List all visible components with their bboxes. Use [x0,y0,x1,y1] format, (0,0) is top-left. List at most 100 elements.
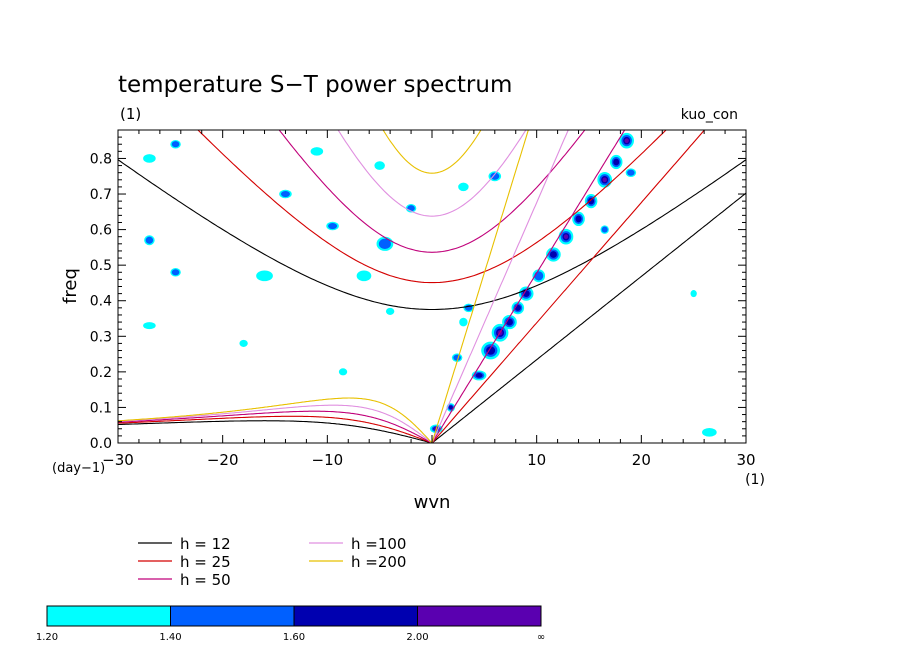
curve-12-branch-1 [431,192,746,443]
curve-50-branch-1 [431,130,626,443]
contour-level-3 [486,346,496,355]
curve-12-branch-2 [118,420,433,443]
colorbar-label: ∞ [537,632,545,643]
x-tick-label: 20 [632,451,651,469]
contour-level-1 [458,182,469,192]
contour-level-2 [145,236,154,244]
contour-level-3 [475,373,483,378]
curve-12 [118,159,746,443]
contour-blob [690,290,697,298]
colorbar-label: 1.20 [36,632,58,643]
contour-blob [625,168,637,177]
contour-blob [600,225,609,234]
colorbar-label: 1.40 [159,632,181,643]
contour-level-3 [588,197,595,205]
legend-label: h =100 [351,535,406,553]
curve-25-branch-0 [197,130,667,284]
contour-blob [597,171,613,188]
y-tick-label: 0.8 [90,151,112,167]
dispersion-curves [118,130,746,443]
y-tick-label: 0.0 [90,436,112,452]
contour-blob [572,211,585,227]
contour-blob [459,317,468,327]
curve-50-branch-0 [278,130,586,253]
y-tick-label: 0.2 [90,365,112,381]
contour-blob [374,161,385,170]
x-unit-label: (1) [745,472,765,488]
x-tick-label: 0 [427,451,437,469]
chart-subtitle-left: (1) [120,105,141,123]
contour-blob [558,228,574,245]
curve-100-branch-0 [337,130,527,217]
contour-level-1 [459,317,468,327]
x-tick-label: 10 [527,451,546,469]
contour-level-2 [627,169,635,176]
contour-blob [502,314,517,330]
curve-25 [118,130,706,443]
contour-blob [170,268,181,277]
contour-blob [256,270,273,282]
plot-frame [117,129,747,444]
y-tick-label: 0.6 [90,223,112,239]
x-tick-label: −20 [207,451,239,469]
x-axis-label: wvn [414,492,451,513]
contour-blob [143,154,156,163]
legend-label: h = 12 [180,535,231,553]
contour-level-1 [356,270,372,282]
y-tick-label: 0.7 [90,187,112,203]
chart-subtitle-right: kuo_con [681,107,738,123]
contour-level-1 [374,161,385,170]
contour-blob [310,147,324,156]
contour-blob [326,221,339,231]
curve-50-branch-2 [118,410,433,443]
curve-50 [118,130,626,443]
contour-blob [385,307,395,315]
contour-blob [532,269,546,283]
y-tick-label: 0.5 [90,258,112,274]
colorbar-swatch [46,605,171,627]
contour-level-4 [602,177,607,183]
curve-200-branch-1 [431,130,529,443]
contour-level-2 [534,271,544,281]
colorbar-swatch [293,605,418,627]
curve-25-branch-1 [431,130,706,443]
curve-100-branch-1 [431,130,569,443]
contour-level-1 [143,322,156,330]
colorbar-label: 1.60 [283,632,305,643]
y-tick-label: 0.3 [90,329,112,345]
contour-level-3 [613,158,620,166]
contour-level-2 [601,226,608,233]
x-tick-label: −30 [102,451,134,469]
contour-blob [143,322,156,330]
contour-blob [376,236,394,251]
contour-blob [338,368,348,376]
x-tick-label: −10 [312,451,344,469]
curve-100-branch-2 [118,404,433,443]
contour-level-1 [385,307,395,315]
legend-label: h = 50 [180,571,231,589]
contour-level-2 [171,269,180,276]
contour-blob [609,154,623,170]
colorbar: 1.20 1.40 1.60 2.00 ∞ [36,605,545,643]
contour-blob [619,132,635,149]
contour-level-2 [280,190,290,198]
contour-level-1 [310,147,324,156]
colorbar-swatch [170,605,295,627]
curve-200-branch-0 [382,130,482,174]
curve-200-branch-2 [118,397,433,443]
contour-level-3 [575,215,582,223]
chart-title: temperature S−T power spectrum [118,72,512,98]
contour-blob [279,189,292,199]
y-tick-label: 0.1 [90,400,112,416]
contour-blob [481,341,501,360]
y-axis-label: freq [60,268,81,304]
contour-level-1 [702,428,717,437]
contour-level-1 [338,368,348,376]
contour-level-2 [328,222,338,230]
contour-level-1 [143,154,156,163]
x-tick-label: 30 [736,451,755,469]
contour-level-3 [549,251,557,258]
curve-12-branch-0 [118,159,746,311]
